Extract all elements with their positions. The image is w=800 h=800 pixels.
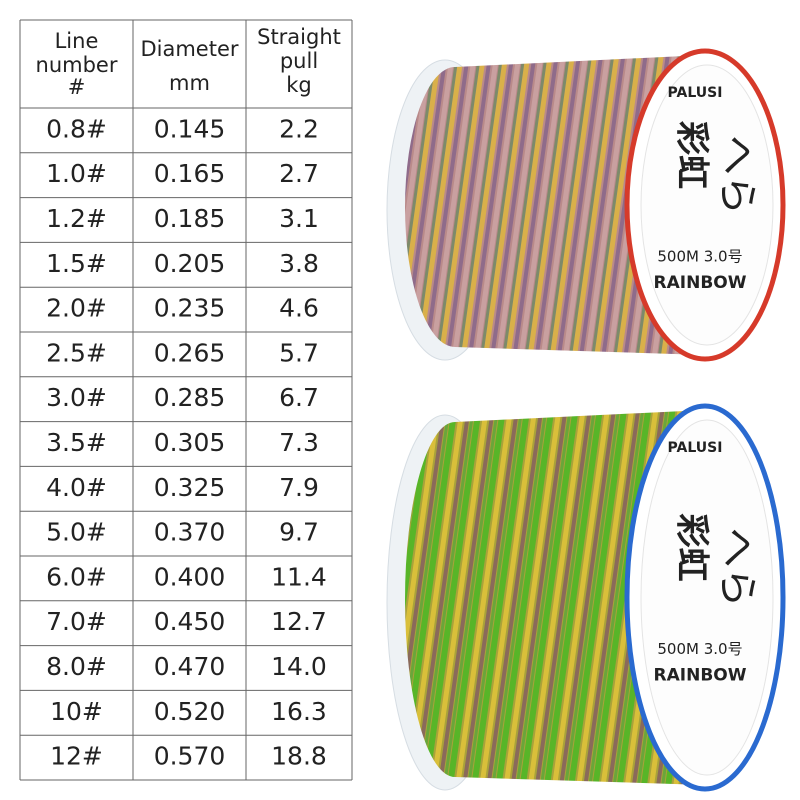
table-cell: 12.7: [271, 607, 327, 636]
table-cell: 14.0: [271, 652, 327, 681]
table-cell: 7.0#: [46, 607, 107, 636]
spool-brand: PALUSI: [668, 85, 723, 101]
spool-kana: へら: [714, 528, 760, 608]
header-cell: kg: [286, 73, 312, 97]
table-cell: 0.165: [154, 159, 226, 188]
spool-label-inner: [640, 419, 774, 776]
table-cell: 0.305: [154, 428, 226, 457]
table-cell: 0.8#: [46, 114, 107, 143]
table-cell: 7.9: [279, 473, 319, 502]
table-cell: 0.205: [154, 249, 226, 278]
table-cell: 16.3: [271, 697, 327, 726]
table-cell: 0.325: [154, 473, 226, 502]
table-cell: 10#: [50, 697, 103, 726]
table-cell: 0.570: [154, 742, 226, 771]
table-cell: 0.285: [154, 383, 226, 412]
table-cell: 3.8: [279, 249, 319, 278]
table-cell: 0.265: [154, 338, 226, 367]
table-cell: 4.0#: [46, 473, 107, 502]
header-cell: mm: [169, 71, 210, 95]
spool: PALUSI 彩虹 へら 500M 3.0号 RAINBOW: [386, 48, 786, 362]
header-cell: #: [68, 75, 86, 99]
table-cell: 6.7: [279, 383, 319, 412]
table-cell: 1.0#: [46, 159, 107, 188]
table-cell: 1.5#: [46, 249, 107, 278]
spool-label: RAINBOW: [654, 666, 747, 686]
spool-name: 彩虹: [672, 514, 712, 582]
table-cell: 0.470: [154, 652, 226, 681]
table-cell: 2.7: [279, 159, 319, 188]
table-cell: 0.450: [154, 607, 226, 636]
header-cell: Straight: [257, 25, 341, 49]
table-cell: 4.6: [279, 294, 319, 323]
table-cell: 3.0#: [46, 383, 107, 412]
spool-spec: 500M 3.0号: [657, 640, 742, 658]
table-cell: 9.7: [279, 518, 319, 547]
spool-brand: PALUSI: [668, 440, 723, 456]
table-cell: 2.2: [279, 114, 319, 143]
header-cell: Diameter: [140, 37, 238, 61]
table-cell: 0.370: [154, 518, 226, 547]
table-cell: 5.7: [279, 338, 319, 367]
spool-line: [405, 55, 705, 355]
table-cell: 6.0#: [46, 562, 107, 591]
table-cell: 2.0#: [46, 294, 107, 323]
table-cell: 0.145: [154, 114, 226, 143]
spool-name: 彩虹: [672, 121, 712, 189]
table-cell: 11.4: [271, 562, 327, 591]
spool-spec: 500M 3.0号: [657, 248, 742, 266]
table-cell: 8.0#: [46, 652, 107, 681]
table-cell: 2.5#: [46, 338, 107, 367]
table-cell: 5.0#: [46, 518, 107, 547]
spool-label-inner: [640, 64, 774, 346]
table-cell: 0.400: [154, 562, 226, 591]
spool: PALUSI 彩虹 へら 500M 3.0号 RAINBOW: [386, 403, 786, 792]
table-cell: 18.8: [271, 742, 327, 771]
spool-label: RAINBOW: [654, 273, 747, 293]
header-cell: pull: [280, 49, 318, 73]
table-cell: 1.2#: [46, 204, 107, 233]
table-cell: 3.1: [279, 204, 319, 233]
table-cell: 0.235: [154, 294, 226, 323]
spool-line: [404, 410, 705, 785]
table-cell: 0.185: [154, 204, 226, 233]
header-cell: Line: [55, 29, 99, 53]
spool-kana: へら: [714, 135, 760, 215]
table-cell: 12#: [50, 742, 103, 771]
table-cell: 0.520: [154, 697, 226, 726]
table-cell: 7.3: [279, 428, 319, 457]
table-cell: 3.5#: [46, 428, 107, 457]
header-cell: number: [36, 53, 118, 77]
